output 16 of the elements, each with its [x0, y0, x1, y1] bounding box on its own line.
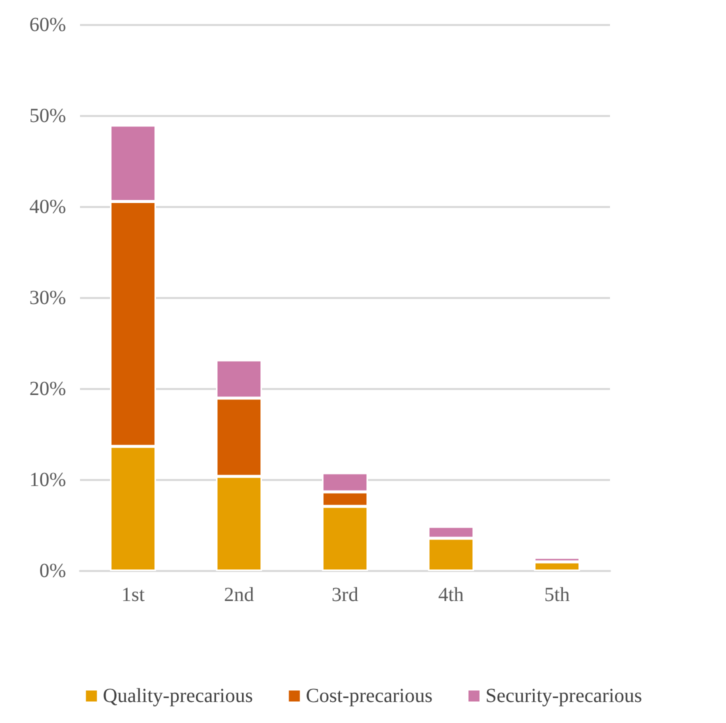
legend-label: Cost-precarious [306, 685, 433, 707]
x-tick-label: 5th [544, 584, 570, 606]
y-tick-label: 40% [29, 196, 66, 218]
x-tick-label: 3rd [332, 584, 358, 606]
y-tick-label: 60% [29, 14, 66, 36]
bar [534, 562, 580, 571]
x-tick-label: 4th [438, 584, 464, 606]
y-tick-label: 30% [29, 287, 66, 309]
y-tick-label: 20% [29, 378, 66, 400]
legend-label: Quality-precarious [102, 685, 254, 707]
y-tick-label: 50% [29, 105, 66, 127]
x-tick-label: 1st [121, 584, 146, 606]
y-tick-label: 0% [39, 560, 66, 582]
x-tick-label: 2nd [224, 584, 254, 606]
legend-label: Security-precarious [485, 685, 642, 707]
y-tick-label: 10% [29, 469, 66, 491]
